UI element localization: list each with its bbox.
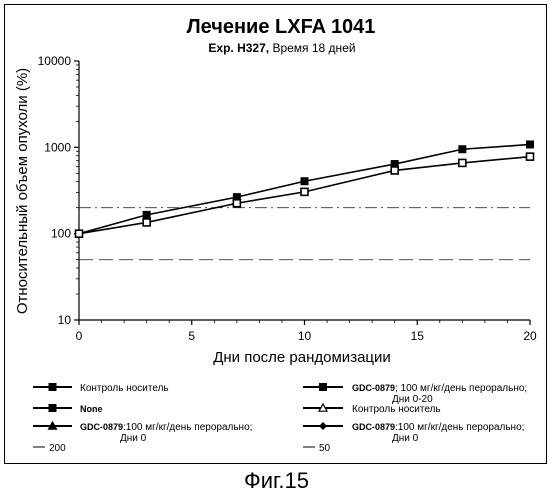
legend-item: GDC-0879:100 мг/кг/день перорально;Дни 0 <box>33 422 252 444</box>
legend-label-bold: GDC-0879 <box>80 422 123 432</box>
x-tick-label: 5 <box>188 329 195 343</box>
figure-caption: Фиг.15 <box>0 468 553 494</box>
legend-label-text: 200 <box>49 443 66 454</box>
y-tick-label: 10 <box>58 313 72 327</box>
legend-label-text: Контроль носитель <box>80 383 169 394</box>
legend-label-line2: Дни 0 <box>392 433 419 444</box>
series-2-point <box>143 219 150 226</box>
legend-item: 200 <box>33 443 66 454</box>
legend-marker <box>319 383 327 391</box>
series-1-point <box>458 145 466 153</box>
x-tick-label: 0 <box>76 329 83 343</box>
series-2-point <box>76 230 83 237</box>
x-axis-label: Дни после рандомизации <box>213 349 391 366</box>
x-tick-label: 15 <box>411 329 425 343</box>
legend-label-text: Контроль носитель <box>352 404 441 415</box>
series-2-point <box>391 167 398 174</box>
legend-label-text: :100 мг/кг/день перорально; <box>123 422 252 433</box>
legend-label-text: ; 100 мг/кг/день перорально; <box>395 383 527 394</box>
legend-label-text: 50 <box>319 443 331 454</box>
y-tick-label: 1000 <box>44 140 71 154</box>
x-tick-label: 10 <box>298 329 312 343</box>
legend: Контроль носительGDC-0879; 100 мг/кг/ден… <box>33 383 527 454</box>
legend-item: 50 <box>303 443 331 454</box>
legend-item: GDC-0879:100 мг/кг/день перорально;Дни 0 <box>303 422 524 444</box>
legend-marker <box>49 383 57 391</box>
plot-area: 10 100 1000 10000 0 5 10 15 20 <box>38 54 537 343</box>
series-2-point <box>459 159 466 166</box>
legend-item: Контроль носитель <box>33 383 169 394</box>
series-1-point <box>143 211 151 219</box>
x-tick-label: 20 <box>523 329 537 343</box>
legend-label: GDC-0879:100 мг/кг/день перорально; <box>80 422 252 433</box>
chart-subtitle: Exp. H327, Время 18 дней <box>208 41 355 55</box>
legend-label-bold: GDC-0879 <box>352 422 395 432</box>
subtitle-experiment: Exp. H327, <box>208 41 269 55</box>
y-tick-label: 10000 <box>38 54 72 68</box>
legend-item: None <box>33 404 103 414</box>
series-2-point <box>233 200 240 207</box>
legend-label: None <box>80 404 103 414</box>
series-1-point <box>526 140 534 148</box>
legend-label: GDC-0879:100 мг/кг/день перорально; <box>352 422 524 433</box>
legend-label: 200 <box>49 443 66 454</box>
subtitle-duration: Время 18 дней <box>269 41 355 55</box>
chart-title: Лечение LXFA 1041 <box>187 16 376 38</box>
series-1-point <box>301 177 309 185</box>
legend-marker <box>319 422 327 430</box>
legend-label-line2: Дни 0 <box>120 433 147 444</box>
legend-label: GDC-0879; 100 мг/кг/день перорально; <box>352 383 527 394</box>
y-axis-label: Относительный объем опухоли (%) <box>14 68 31 314</box>
legend-label-bold: None <box>80 404 103 414</box>
y-tick-label: 100 <box>51 227 71 241</box>
legend-item: Контроль носитель <box>303 404 441 415</box>
legend-item: GDC-0879; 100 мг/кг/день перорально;Дни … <box>303 383 527 405</box>
series-2-point <box>527 153 534 160</box>
series-2-point <box>301 188 308 195</box>
legend-label: 50 <box>319 443 331 454</box>
legend-label-bold: GDC-0879 <box>352 383 395 393</box>
legend-label-text: :100 мг/кг/день перорально; <box>395 422 524 433</box>
legend-marker <box>49 404 57 412</box>
legend-label: Контроль носитель <box>352 404 441 415</box>
legend-label: Контроль носитель <box>80 383 169 394</box>
